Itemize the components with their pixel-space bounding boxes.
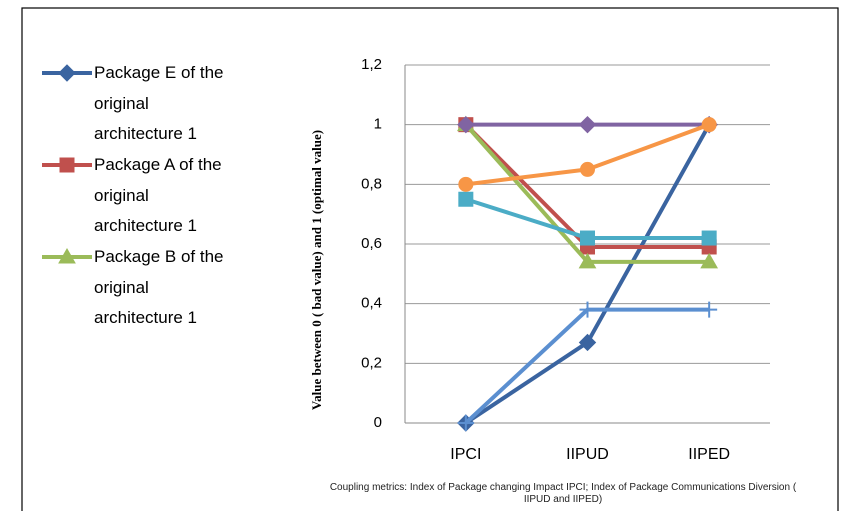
- y-axis-label: Value between 0 ( bad value) and 1 (opti…: [309, 130, 324, 410]
- marker: [580, 230, 595, 246]
- marker: [578, 333, 597, 352]
- x-tick-label: IIPUD: [566, 446, 609, 463]
- marker: [58, 247, 76, 264]
- marker: [58, 64, 76, 82]
- y-tick-label: 0,4: [361, 295, 382, 312]
- marker: [700, 252, 719, 269]
- y-tick-label: 1,2: [361, 56, 382, 73]
- y-tick-label: 0,6: [361, 235, 382, 252]
- y-tick-label: 0,2: [361, 354, 382, 371]
- legend-label: Package A of the original architecture 1: [94, 155, 222, 235]
- marker: [578, 252, 597, 269]
- x-axis-label: Coupling metrics: Index of Package chang…: [329, 482, 797, 505]
- y-tick-label: 1: [374, 116, 382, 133]
- marker: [458, 176, 474, 192]
- marker: [580, 161, 595, 177]
- x-tick-label: IIPED: [688, 446, 730, 463]
- marker: [701, 301, 718, 318]
- frame: [21, 7, 839, 511]
- legend-label: Package B of the original architecture 1: [94, 247, 224, 327]
- marker: [701, 117, 717, 133]
- legend-label: Package E of the original architecture 1: [94, 63, 224, 143]
- marker: [59, 157, 75, 173]
- marker: [457, 415, 474, 431]
- y-tick-label: 0,8: [361, 175, 382, 192]
- marker: [578, 115, 597, 134]
- marker: [701, 230, 717, 246]
- x-tick-label: IPCI: [450, 446, 481, 463]
- marker: [457, 115, 475, 134]
- marker: [579, 301, 596, 318]
- marker: [458, 191, 474, 207]
- y-tick-label: 0: [374, 414, 382, 431]
- series-line: [464, 307, 710, 425]
- series-line: [464, 123, 710, 249]
